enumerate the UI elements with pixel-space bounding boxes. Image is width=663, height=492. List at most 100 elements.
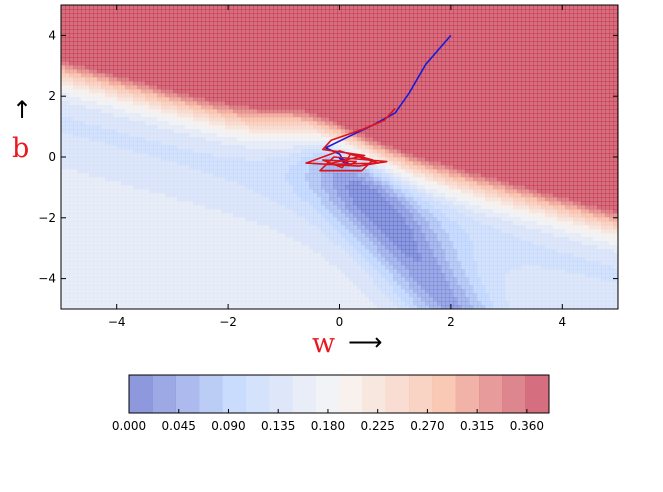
contour-cell [509,29,514,34]
contour-cell [457,113,462,118]
contour-cell [257,113,262,118]
contour-cell [589,45,594,50]
contour-cell [441,145,446,150]
contour-cell [233,61,238,66]
contour-cell [149,29,154,34]
contour-cell [209,13,214,18]
contour-cell [441,101,446,106]
contour-cell [469,9,474,14]
contour-cell [153,81,158,86]
contour-cell [117,117,122,122]
contour-cell [193,105,198,110]
contour-cell [385,69,390,74]
contour-cell [589,113,594,118]
contour-cell [613,125,618,130]
contour-cell [249,25,254,30]
contour-cell [113,33,118,38]
contour-cell [201,129,206,134]
contour-cell [501,73,506,78]
contour-cell [229,69,234,74]
contour-cell [265,109,270,114]
contour-cell [249,13,254,18]
contour-cell [81,137,86,142]
contour-cell [169,113,174,118]
contour-cell [89,129,94,134]
contour-cell [73,29,78,34]
contour-cell [61,41,66,46]
contour-cell [353,89,358,94]
contour-cell [125,89,130,94]
contour-cell [185,49,190,54]
contour-cell [117,29,122,34]
contour-cell [345,33,350,38]
contour-cell [297,97,302,102]
contour-cell [389,5,394,10]
contour-cell [193,145,198,150]
contour-cell [497,65,502,70]
contour-cell [321,73,326,78]
contour-cell [525,9,530,14]
contour-cell [245,101,250,106]
contour-cell [209,45,214,50]
contour-cell [109,37,114,42]
contour-cell [265,33,270,38]
contour-cell [169,73,174,78]
contour-cell [241,121,246,126]
contour-cell [461,37,466,42]
contour-cell [429,29,434,34]
contour-cell [165,113,170,118]
contour-cell [453,85,458,90]
contour-cell [457,5,462,10]
contour-cell [557,29,562,34]
contour-cell [353,125,358,130]
contour-cell [225,121,230,126]
contour-cell [157,5,162,10]
contour-cell [481,105,486,110]
contour-cell [605,125,610,130]
contour-cell [393,137,398,142]
contour-cell [373,77,378,82]
contour-cell [417,57,422,62]
contour-cell [229,93,234,98]
contour-cell [537,53,542,58]
contour-cell [233,105,238,110]
contour-cell [533,5,538,10]
contour-cell [489,125,494,130]
contour-cell [137,49,142,54]
contour-cell [217,45,222,50]
contour-cell [553,45,558,50]
contour-cell [549,101,554,106]
contour-cell [585,81,590,86]
contour-cell [205,125,210,130]
contour-cell [309,117,314,122]
contour-cell [445,21,450,26]
contour-cell [509,9,514,14]
contour-cell [409,69,414,74]
contour-cell [213,65,218,70]
contour-cell [325,105,330,110]
contour-cell [169,65,174,70]
contour-cell [121,85,126,90]
contour-cell [185,9,190,14]
contour-cell [317,133,322,138]
contour-cell [481,33,486,38]
contour-cell [93,77,98,82]
contour-cell [145,41,150,46]
contour-cell [473,41,478,46]
contour-cell [85,29,90,34]
contour-cell [393,85,398,90]
contour-cell [225,109,230,114]
contour-cell [337,29,342,34]
contour-cell [525,93,530,98]
contour-cell [585,133,590,138]
contour-cell [213,121,218,126]
contour-cell [525,77,530,82]
contour-cell [477,97,482,102]
contour-cell [541,141,546,146]
contour-cell [605,53,610,58]
contour-cell [213,97,218,102]
contour-cell [225,117,230,122]
contour-cell [217,37,222,42]
contour-cell [345,93,350,98]
contour-cell [301,141,306,146]
